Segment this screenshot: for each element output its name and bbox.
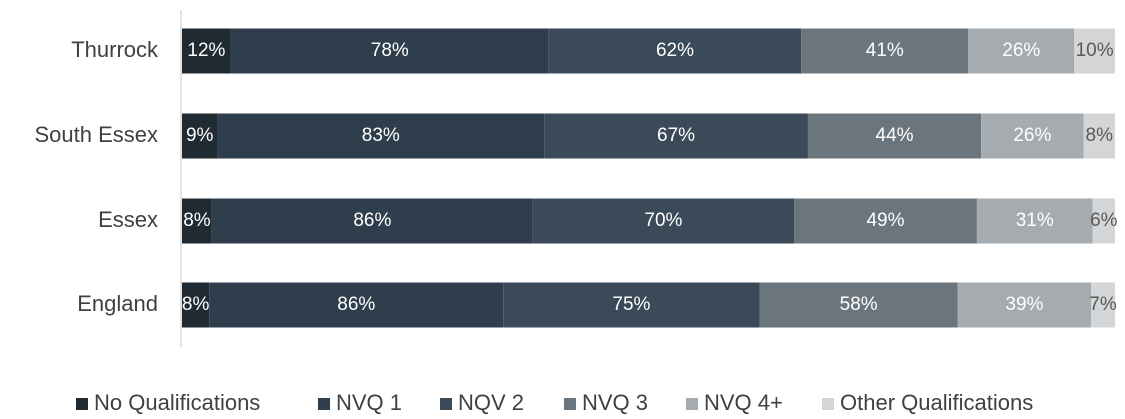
data-label: 26% [1013,125,1051,146]
bar-segment [230,28,549,74]
data-label: 58% [840,294,878,315]
bar-segment [1092,198,1115,244]
category-label: South Essex [34,122,158,147]
data-label: 75% [612,294,650,315]
bar-segment [957,282,1092,328]
data-label: 67% [657,125,695,146]
data-label: 8% [182,294,210,315]
bar-segment [182,198,212,244]
data-label: 41% [866,40,904,61]
bar-segment [1074,28,1115,74]
bar-segment [182,282,210,328]
legend-swatch [440,398,452,410]
data-label: 12% [187,40,225,61]
data-label: 83% [362,125,400,146]
bar-segment [544,113,808,159]
bar-segment [548,28,802,74]
legend-swatch [76,398,88,410]
legend-swatch [822,398,834,410]
legend-label: No Qualifications [94,390,260,415]
bar-segment [217,113,545,159]
data-label: 86% [337,294,375,315]
data-label: 70% [644,210,682,231]
bar-segment [211,198,533,244]
data-label: 44% [876,125,914,146]
data-label: 49% [866,210,904,231]
data-label: 8% [183,210,211,231]
bar-segment [182,113,218,159]
legend-label: Other Qualifications [840,390,1033,415]
legend-label: NVQ 1 [336,390,402,415]
legend-swatch [564,398,576,410]
data-label: 8% [1086,125,1114,146]
bar-segment [182,28,231,74]
bar-segment [532,198,795,244]
bar-segment [1091,282,1115,328]
legend-label: NVQ 3 [582,390,648,415]
data-label: 62% [656,40,694,61]
bar-segment [794,198,977,244]
legend-swatch [686,398,698,410]
data-label: 78% [371,40,409,61]
bar-segment [981,113,1084,159]
category-label: England [77,291,158,316]
bar-segment [807,113,982,159]
bar-segment [801,28,969,74]
data-label: 86% [353,210,391,231]
data-label: 9% [186,125,214,146]
bar-segment [209,282,504,328]
bar-segment [759,282,958,328]
data-label: 31% [1016,210,1054,231]
bar-segment [976,198,1093,244]
data-label: 6% [1090,210,1118,231]
bar-segment [503,282,760,328]
legend-label: NQV 2 [458,390,524,415]
data-label: 39% [1005,294,1043,315]
data-label: 26% [1002,40,1040,61]
data-label: 10% [1076,40,1114,61]
category-label: Thurrock [71,37,159,62]
legend-label: NVQ 4+ [704,390,783,415]
legend-swatch [318,398,330,410]
bar-segment [968,28,1075,74]
category-label: Essex [98,207,158,232]
data-label: 7% [1089,294,1117,315]
bar-segment [1083,113,1115,159]
